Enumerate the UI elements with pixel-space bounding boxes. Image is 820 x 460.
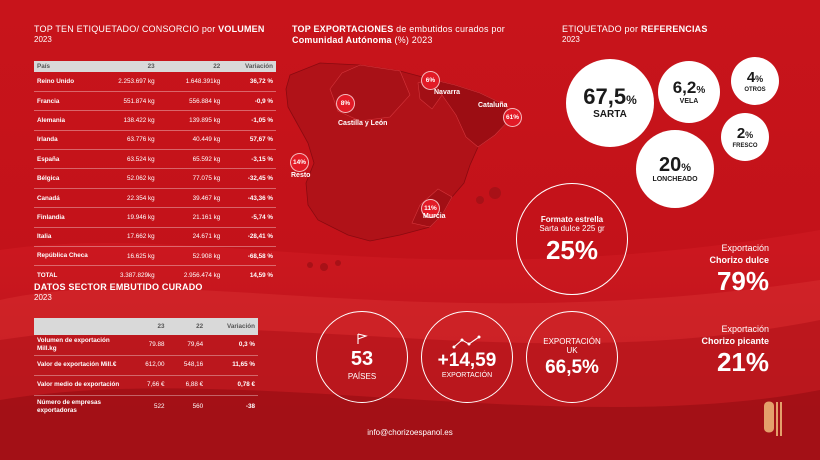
table-row: Valor de exportación Mill.€ 612,00 548,16 1…: [34, 355, 258, 376]
spain-map: [285, 62, 513, 271]
table-row: Reino Unido 2.253.697 kg 1.648.391kg 36,72 …: [34, 72, 276, 92]
table-row: Valor medio de exportación 7,66 €6,88 €0,…: [34, 375, 258, 396]
navarra-label: Navarra: [434, 89, 461, 96]
table-row: Número de empresas exportadoras 522 560 -38: [37, 399, 255, 415]
table-row: Canadá 22.354 kg 39.467 kg -43,36 %: [34, 188, 276, 209]
col-header: 23: [92, 61, 158, 72]
cataluna-pct: 61%: [503, 108, 522, 127]
table-total-row: TOTAL 3.387.829kg 2.956.474 kg 14,59 %: [37, 272, 273, 280]
col-header: 22: [157, 61, 224, 72]
col-header: Variación: [223, 61, 276, 72]
formato-estrella-circle: Formato estrella Sarta dulce 225 gr 25%: [516, 183, 628, 295]
sector-table: 23 22 Variación Volumen de exportación M…: [34, 318, 258, 419]
table-row: Francia 551.874 kg 556.884 kg -0,9 %: [34, 91, 276, 112]
volume-title: TOP TEN ETIQUETADO/ CONSORCIO por VOLUME…: [34, 24, 265, 44]
flag-icon: [357, 333, 368, 344]
ref-fresco: 2% FRESCO: [721, 113, 769, 161]
trend-line-icon: [452, 335, 481, 349]
table-row: Bélgica 52.062 kg 77.075 kg -32,45 %: [34, 168, 276, 189]
table-row: Italia 17.662 kg 24.671 kg -28,41 %: [34, 227, 276, 248]
uk-circle: EXPORTACIÓN UK 66,5%: [526, 311, 618, 403]
castilla-label: Castilla y León: [338, 120, 388, 127]
dulce-block: Exportación Chorizo dulce 79%: [709, 243, 769, 296]
table-row: Irlanda 63.776 kg 40.449 kg 57,67 %: [34, 130, 276, 151]
resto-label: Resto: [291, 172, 311, 179]
table-row: Finlandia 19.946 kg 21.161 kg -5,74 %: [34, 207, 276, 228]
navarra-pct: 6%: [421, 71, 440, 90]
map-title: TOP EXPORTACIONES de embutidos curados p…: [292, 24, 505, 45]
footer-email[interactable]: info@chorizoespanol.es: [367, 428, 453, 437]
table-row: Alemania 138.422 kg 139.895 kg -1,05 %: [34, 110, 276, 131]
castilla-pct: 8%: [336, 94, 355, 113]
exportacion-circle: +14,59 EXPORTACIÓN: [421, 311, 513, 403]
sector-title: DATOS SECTOR EMBUTIDO CURADO 2023: [34, 282, 203, 302]
picante-block: Exportación Chorizo picante 21%: [701, 324, 769, 377]
table-header-row: 23 22 Variación: [34, 318, 258, 335]
ref-vela: 6,2% VELA: [658, 61, 720, 123]
col-header: País: [34, 61, 92, 72]
ref-otros: 4% OTROS: [731, 57, 779, 105]
table-row: Volumen de exportación Mill.kg 79.88 79,64…: [34, 335, 258, 356]
ref-loncheado: 20% LONCHEADO: [636, 130, 714, 208]
table-row: República Checa 16.625 kg 52.908 kg -68,58 …: [34, 246, 276, 267]
murcia-label: Murcia: [423, 213, 446, 220]
cataluna-label: Cataluña: [478, 102, 508, 109]
ref-sarta: 67,5% SARTA: [566, 59, 654, 147]
table-header-row: País 23 22 Variación: [34, 61, 276, 72]
paises-circle: 53 PAÍSES: [316, 311, 408, 403]
volume-table: País 23 22 Variación Reino Unido 2.253.69…: [34, 61, 276, 285]
chorizo-logo-icon: [764, 401, 782, 436]
resto-pct: 14%: [290, 153, 309, 172]
spanish-chorizo-logo: [760, 398, 788, 440]
murcia-pct: 11%: [421, 199, 440, 218]
references-title: ETIQUETADO por REFERENCIAS 2023: [562, 24, 708, 44]
table-row: España 63.524 kg 65.592 kg -3,15 %: [34, 149, 276, 170]
